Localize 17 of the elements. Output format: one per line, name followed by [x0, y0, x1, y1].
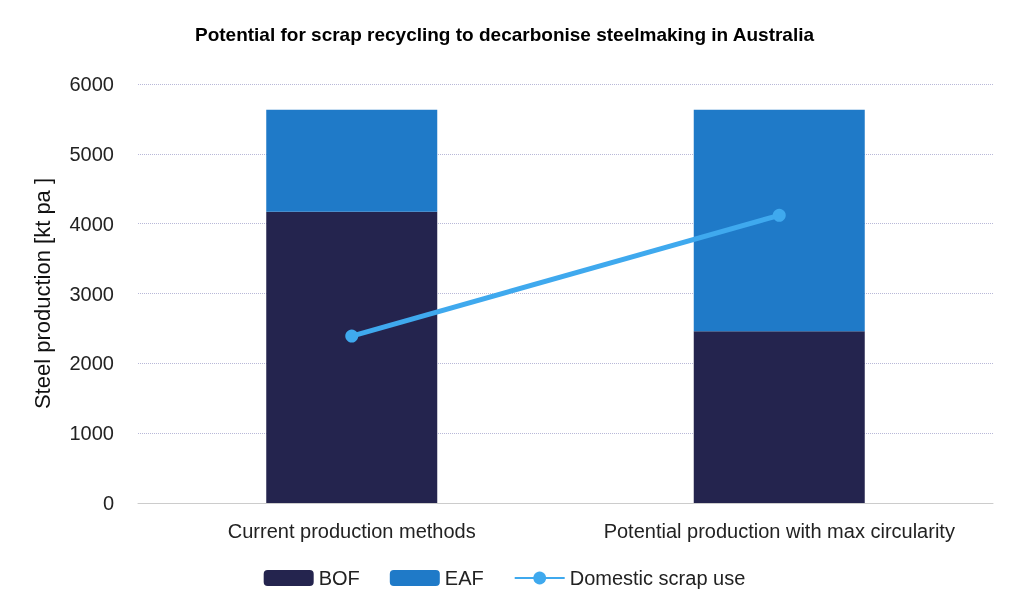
y-tick-label: 1000: [69, 422, 114, 445]
y-axis-title: Steel production [kt pa ]: [29, 177, 55, 410]
bar: [693, 331, 865, 503]
legend-label: BOF: [318, 567, 360, 589]
x-tick-label: Potential production with max circularity: [603, 520, 955, 542]
legend-label: EAF: [444, 567, 484, 589]
y-tick-label: 5000: [69, 142, 114, 165]
chart-title: Potential for scrap recycling to decarbonise steelmaking in Australia: [194, 24, 815, 45]
bar: [266, 211, 438, 503]
y-tick-label: 0: [102, 492, 114, 514]
bar: [266, 109, 438, 212]
x-tick-label: Current production methods: [227, 520, 476, 542]
y-tick-label: 4000: [69, 212, 114, 235]
y-tick-label: 2000: [69, 352, 114, 375]
legend-label: Domestic scrap use: [569, 567, 746, 589]
y-tick-label: 3000: [69, 282, 114, 305]
y-tick-label: 6000: [69, 73, 114, 95]
